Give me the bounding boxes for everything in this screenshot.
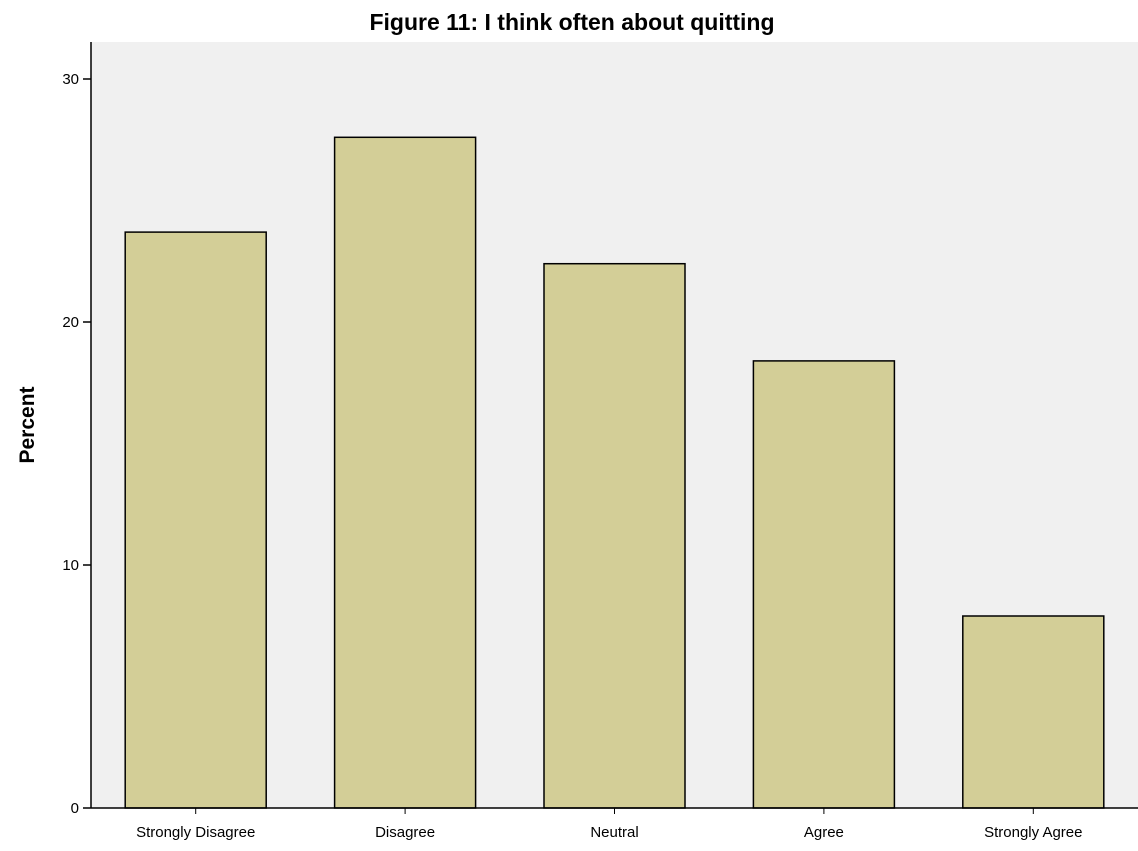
x-tick-label: Agree [804,824,844,841]
y-tick-label: 10 [62,557,79,574]
bar-agree [753,361,894,808]
bar-strongly-disagree [125,232,266,808]
bar-strongly-agree [963,616,1104,808]
chart-title: Figure 11: I think often about quitting [369,9,774,35]
y-tick-label: 30 [62,71,79,88]
y-tick-label: 20 [62,314,79,331]
bar-disagree [335,137,476,808]
x-tick-label: Strongly Disagree [136,824,255,841]
bar-neutral [544,264,685,808]
y-axis: 0 10 20 30 [62,71,91,817]
y-tick-label: 0 [71,800,79,817]
x-tick-label: Disagree [375,824,435,841]
y-axis-label: Percent [16,386,39,463]
x-tick-label: Neutral [590,824,638,841]
x-tick-label: Strongly Agree [984,824,1082,841]
